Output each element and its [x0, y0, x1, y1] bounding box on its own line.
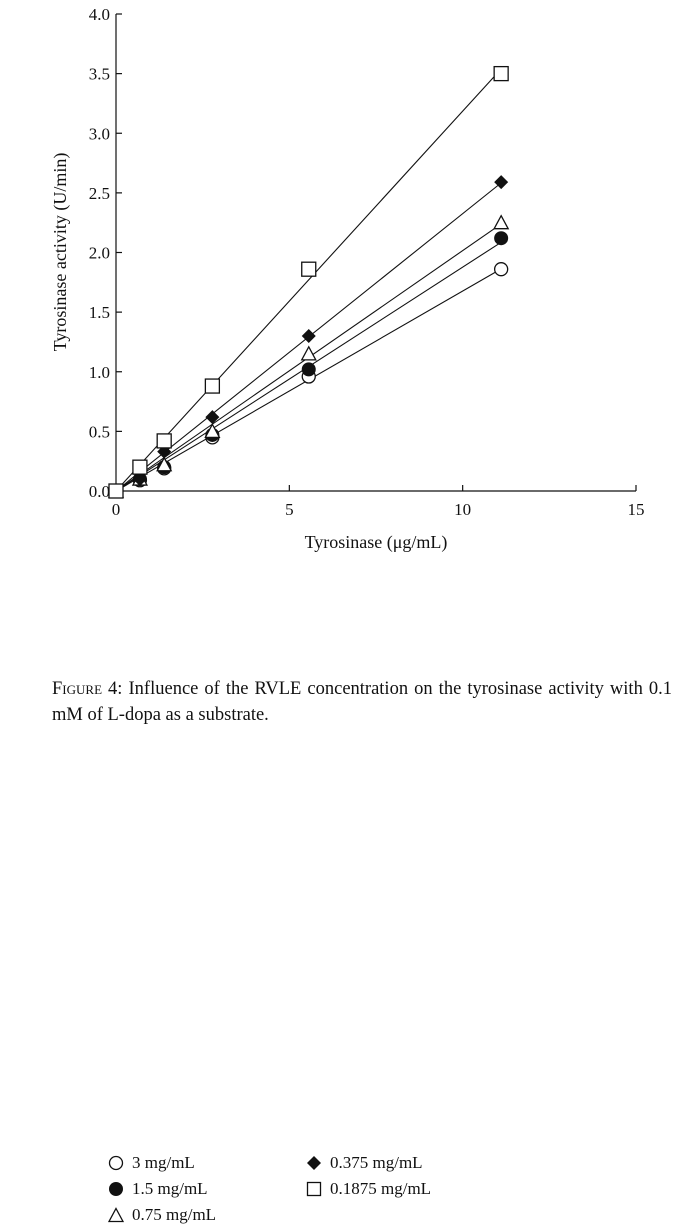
figure: 0 5 10 15 0.0 0.5 1.0 1.5 2.0 2.5 3.0 3.5 4.0 Tyrosi… [50, 5, 672, 1224]
x-tick-label: 15 [628, 500, 645, 519]
filled-circle-icon [109, 1182, 123, 1196]
caption-text: Influence of the RVLE concentration on t… [52, 679, 672, 725]
data-point [301, 328, 316, 343]
legend-item: 0.1875 mg/mL [306, 1179, 431, 1199]
y-tick-label: 3.5 [89, 65, 110, 84]
data-point [204, 378, 221, 394]
caption-label: Figure 4: [52, 679, 123, 699]
y-tick-label: 2.0 [89, 244, 110, 263]
data-point [493, 65, 509, 82]
legend-item: 0.375 mg/mL [306, 1153, 423, 1173]
y-tick-label: 0.0 [89, 482, 110, 501]
data-point [205, 410, 220, 425]
y-tick-label: 1.0 [89, 363, 110, 382]
trend-line [115, 68, 502, 492]
x-tick-label: 5 [285, 500, 294, 519]
data-point [493, 262, 509, 277]
x-tick-label: 10 [454, 500, 471, 519]
data-point [301, 362, 316, 377]
x-tick-label: 0 [112, 500, 121, 519]
y-axis-label: Tyrosinase activity (U/min) [50, 153, 71, 352]
data-point [204, 423, 221, 439]
data-point [132, 459, 148, 475]
legend-label: 0.75 mg/mL [132, 1205, 217, 1224]
data-point [493, 214, 510, 230]
filled-diamond-icon [307, 1156, 321, 1170]
y-tick-label: 2.5 [89, 184, 110, 203]
y-tick-label: 1.5 [89, 303, 110, 322]
data-point [494, 175, 509, 190]
open-circle-icon [108, 1155, 124, 1171]
x-axis-label: Tyrosinase (μg/mL) [305, 532, 448, 553]
open-square-icon [306, 1181, 322, 1197]
legend-item: 3 mg/mL [108, 1153, 195, 1173]
legend-label: 3 mg/mL [132, 1153, 195, 1172]
legend-label: 0.375 mg/mL [330, 1153, 423, 1172]
legend-item: 0.75 mg/mL [108, 1205, 216, 1225]
open-triangle-icon [108, 1207, 124, 1223]
chart: 0 5 10 15 0.0 0.5 1.0 1.5 2.0 2.5 3.0 3.5 4.0 Tyrosi… [50, 5, 645, 553]
y-tick-label: 4.0 [89, 5, 110, 24]
data-point [108, 483, 124, 499]
data-point [156, 456, 173, 472]
data-point [132, 472, 147, 487]
data-point [156, 433, 172, 449]
figure-caption: Figure 4: Influence of the RVLE concentr… [52, 676, 672, 728]
legend-label: 0.1875 mg/mL [330, 1179, 432, 1198]
data-point [301, 261, 317, 277]
y-tick-label: 3.0 [89, 124, 110, 143]
data-point [494, 231, 509, 246]
data-point [300, 345, 317, 361]
y-tick-label: 0.5 [89, 422, 110, 441]
legend-item: 1.5 mg/mL [108, 1179, 208, 1199]
legend-label: 1.5 mg/mL [132, 1179, 208, 1198]
